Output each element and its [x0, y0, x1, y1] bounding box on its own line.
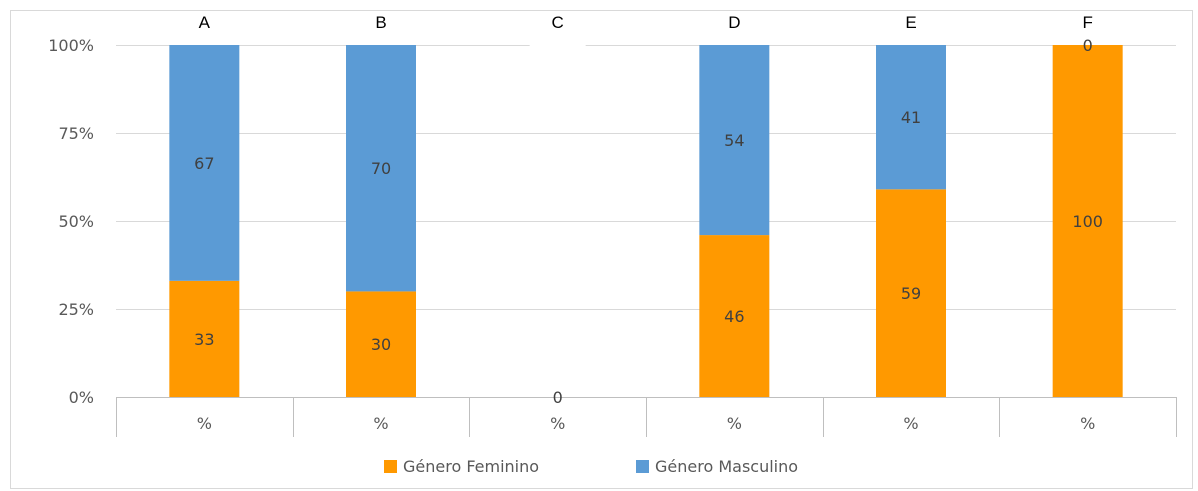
- data-label: 33: [194, 330, 214, 349]
- bar-masculino: [346, 45, 416, 292]
- group-label: B: [375, 13, 386, 32]
- data-label: 30: [371, 335, 391, 354]
- bar-feminino: [346, 291, 416, 397]
- legend-swatch: [636, 460, 649, 473]
- bar-feminino: [169, 280, 240, 397]
- y-tick-label: 25%: [58, 300, 94, 319]
- x-tick-label: %: [197, 414, 212, 433]
- chart-frame: [10, 10, 1193, 489]
- legend-label: Género Feminino: [403, 457, 539, 476]
- data-label: 0: [553, 388, 563, 407]
- group-label: E: [905, 13, 916, 32]
- data-label: 41: [901, 108, 921, 127]
- y-tick-label: 75%: [58, 124, 94, 143]
- y-tick-label: 0%: [69, 388, 94, 407]
- y-tick-label: 100%: [48, 36, 94, 55]
- group-label: D: [728, 13, 740, 32]
- data-label: 100: [1072, 212, 1103, 231]
- group-label: F: [1082, 13, 1092, 32]
- bar-feminino: [876, 189, 946, 397]
- x-tick-label: %: [550, 414, 565, 433]
- y-tick-label: 50%: [58, 212, 94, 231]
- data-label: 54: [724, 131, 744, 150]
- bar-masculino: [876, 45, 946, 190]
- bar-masculino: [169, 45, 240, 281]
- bar-masculino: [699, 45, 770, 236]
- legend-label: Género Masculino: [655, 457, 798, 476]
- data-label: 0: [1083, 36, 1093, 55]
- bar-feminino: [1052, 45, 1123, 397]
- x-tick-label: %: [903, 414, 918, 433]
- group-label: C: [552, 13, 564, 32]
- x-tick-label: %: [373, 414, 388, 433]
- legend-swatch: [384, 460, 397, 473]
- data-label: 46: [724, 307, 744, 326]
- data-label: 70: [371, 159, 391, 178]
- group-label: A: [199, 13, 211, 32]
- data-label: 67: [194, 154, 214, 173]
- data-label: 59: [901, 284, 921, 303]
- group-title-background: [529, 30, 586, 52]
- x-tick-label: %: [727, 414, 742, 433]
- bar-feminino: [699, 235, 770, 397]
- x-tick-label: %: [1080, 414, 1095, 433]
